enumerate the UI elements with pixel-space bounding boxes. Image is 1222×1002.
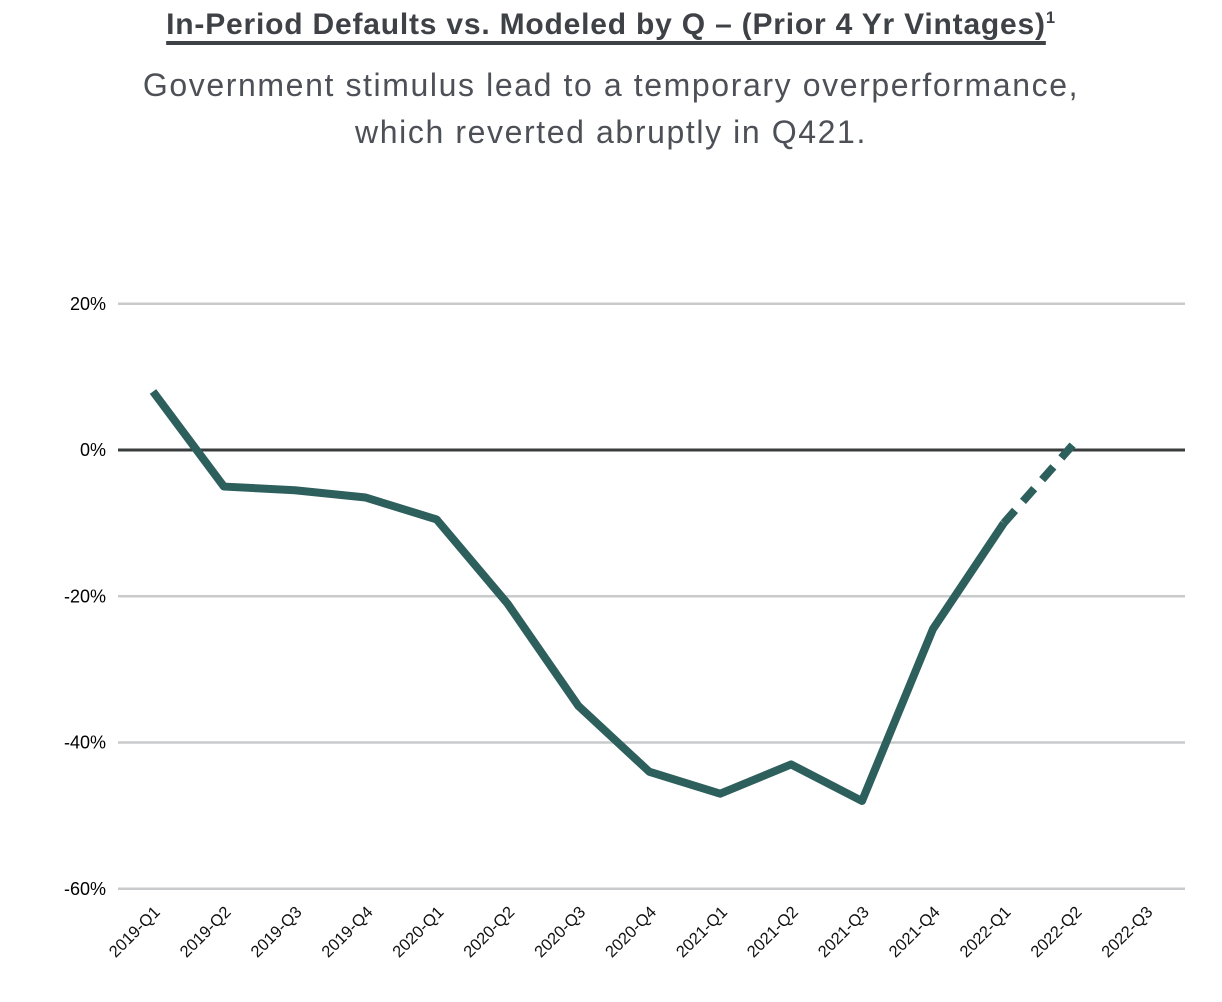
x-axis-label-2022-Q2: 2022-Q2 — [1027, 903, 1085, 961]
y-axis-label--60%: -60% — [64, 879, 106, 899]
x-axis-label-2020-Q2: 2020-Q2 — [460, 903, 518, 961]
x-axis-label-2021-Q2: 2021-Q2 — [744, 903, 802, 961]
x-axis-label-2019-Q3: 2019-Q3 — [247, 903, 305, 961]
y-axis-label--20%: -20% — [64, 586, 106, 606]
subtitle-line-1: Government stimulus lead to a temporary … — [142, 67, 1080, 103]
title-footnote-superscript: 1 — [1045, 9, 1056, 27]
x-axis-label-2020-Q1: 2020-Q1 — [389, 903, 447, 961]
x-axis-label-2019-Q4: 2019-Q4 — [318, 903, 376, 961]
y-axis-label--40%: -40% — [64, 733, 106, 753]
y-axis-label-20%: 20% — [70, 294, 106, 314]
x-axis-label-2019-Q2: 2019-Q2 — [177, 903, 235, 961]
page-subtitle: Government stimulus lead to a temporary … — [0, 62, 1222, 156]
page-title-text: In-Period Defaults vs. Modeled by Q – (P… — [166, 8, 1046, 41]
x-axis-label-2022-Q1: 2022-Q1 — [956, 903, 1014, 961]
x-axis-label-2022-Q3: 2022-Q3 — [1098, 903, 1156, 961]
page-title: In-Period Defaults vs. Modeled by Q – (P… — [0, 8, 1222, 42]
x-axis-label-2021-Q4: 2021-Q4 — [886, 903, 944, 961]
subtitle-line-2: which reverted abruptly in Q421. — [355, 114, 867, 150]
x-axis-label-2020-Q4: 2020-Q4 — [602, 903, 660, 961]
actuals-line — [149, 389, 1008, 805]
x-axis-label-2020-Q3: 2020-Q3 — [531, 903, 589, 961]
x-axis-label-2021-Q3: 2021-Q3 — [815, 903, 873, 961]
x-axis-label-2021-Q1: 2021-Q1 — [673, 903, 731, 961]
projected-dashed-line — [1000, 440, 1078, 526]
y-axis-label-0%: 0% — [80, 440, 106, 460]
x-axis-label-2019-Q1: 2019-Q1 — [106, 903, 164, 961]
